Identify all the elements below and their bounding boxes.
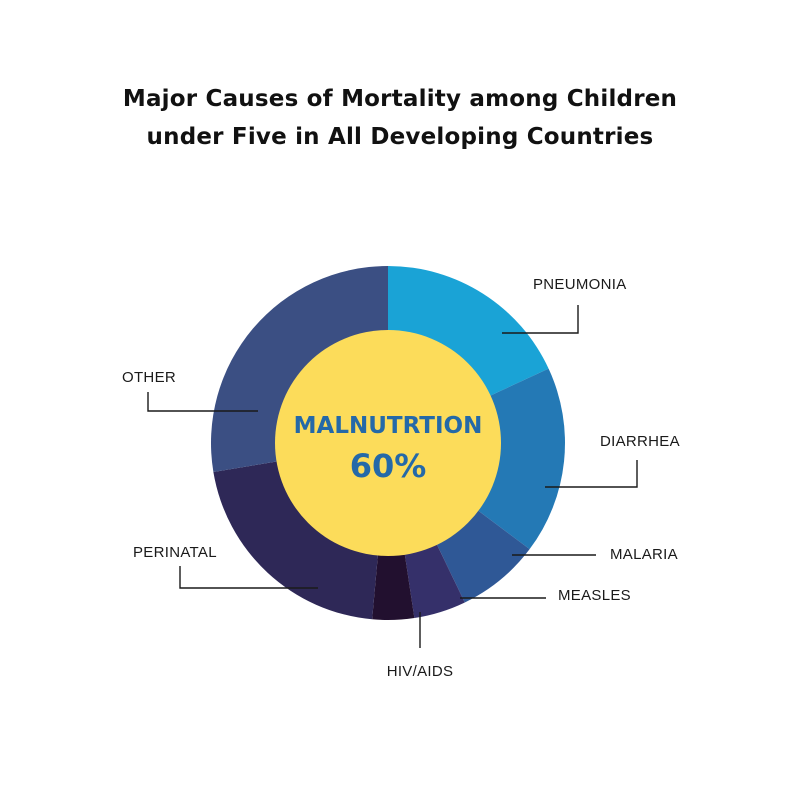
slice-label-perinatal: PERINATAL — [133, 544, 217, 561]
leader-line-perinatal — [179, 566, 318, 589]
center-label-value: 60% — [350, 447, 427, 485]
chart-title-line-2: under Five in All Developing Countries — [146, 124, 654, 150]
slice-label-pneumonia: PNEUMONIA — [533, 276, 627, 293]
slice-label-hiv-aids: HIV/AIDS — [387, 663, 454, 680]
leader-line-other — [147, 392, 258, 412]
labels-layer: PNEUMONIA DIARRHEA MALARIA MEASLES HIV/AIDS P… — [122, 276, 680, 680]
center-label-title: MALNUTRTION — [294, 413, 483, 439]
center-circle — [275, 330, 501, 556]
leaders-layer — [147, 305, 638, 648]
slice-label-measles: MEASLES — [558, 587, 631, 604]
slice-label-other: OTHER — [122, 369, 176, 386]
chart-title-line-1: Major Causes of Mortality among Children — [122, 86, 678, 112]
slice-label-malaria: MALARIA — [610, 546, 678, 563]
leader-line-pneumonia — [502, 305, 579, 334]
chart-title: Major Causes of Mortality among Children… — [0, 80, 800, 156]
leader-line-diarrhea — [545, 460, 638, 488]
slice-label-diarrhea: DIARRHEA — [600, 433, 680, 450]
